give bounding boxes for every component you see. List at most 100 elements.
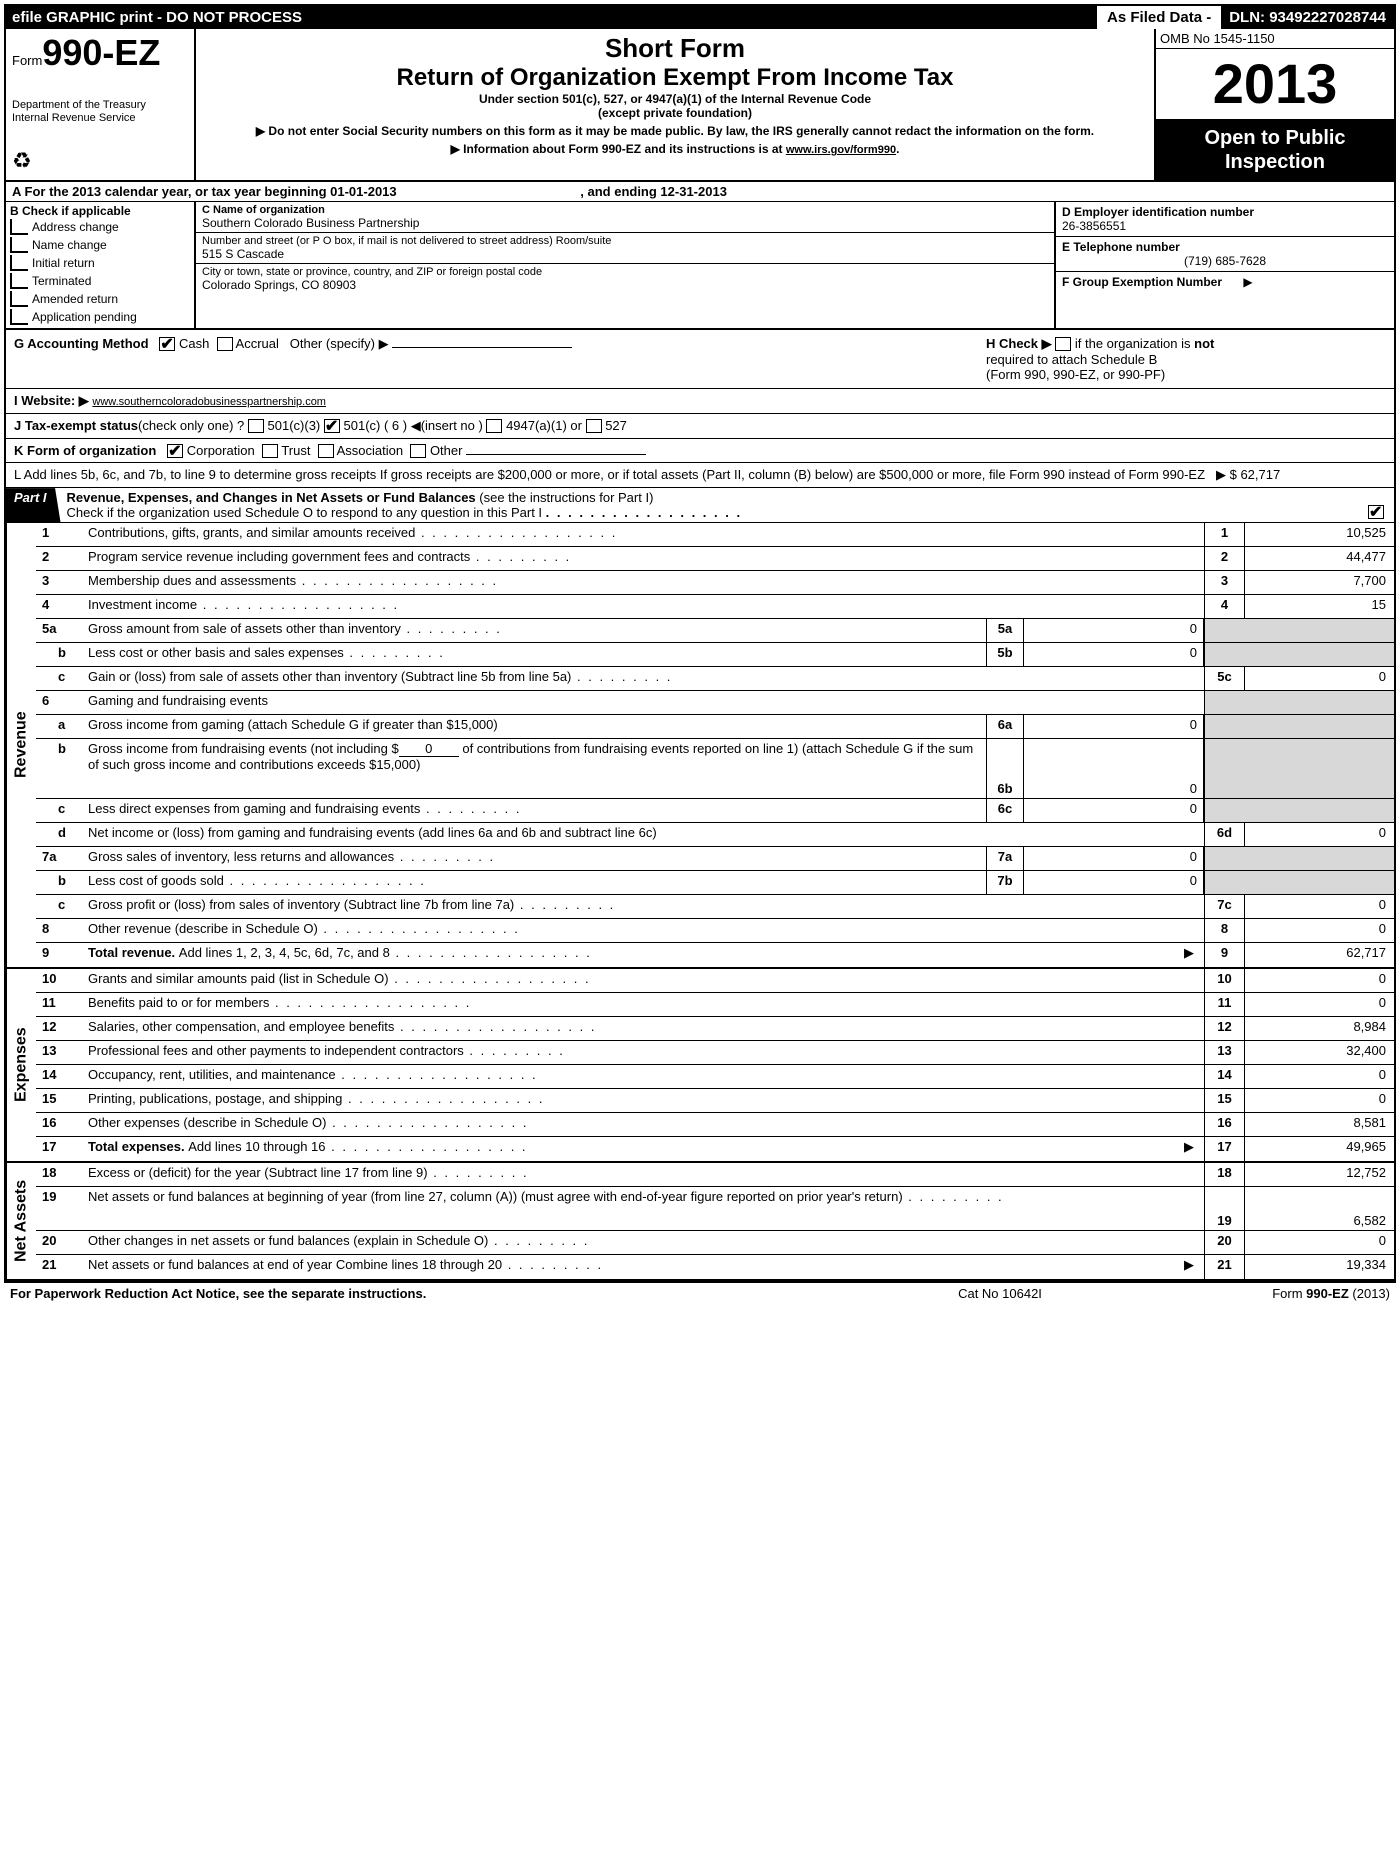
amt-2: 44,477 bbox=[1244, 547, 1394, 570]
check-amended[interactable] bbox=[10, 291, 28, 307]
check-initial-return[interactable] bbox=[10, 255, 28, 271]
dept-irs: Internal Revenue Service bbox=[12, 112, 188, 125]
check-cash[interactable] bbox=[159, 337, 175, 351]
ssn-warning: ▶ Do not enter Social Security numbers o… bbox=[204, 124, 1146, 138]
amt-12: 8,984 bbox=[1244, 1017, 1394, 1040]
amt-1: 10,525 bbox=[1244, 523, 1394, 546]
phone-value: (719) 685-7628 bbox=[1062, 254, 1388, 268]
org-website-link[interactable]: www.southerncoloradobusinesspartnership.… bbox=[92, 396, 326, 408]
group-exemption-arrow: ▶ bbox=[1243, 275, 1252, 289]
form-container: efile GRAPHIC print - DO NOT PROCESS As … bbox=[4, 4, 1396, 1283]
amt-3: 7,700 bbox=[1244, 571, 1394, 594]
amt-11: 0 bbox=[1244, 993, 1394, 1016]
amt-6a: 0 bbox=[1024, 715, 1204, 738]
label-street: Number and street (or P O box, if mail i… bbox=[202, 235, 1048, 247]
ein-value: 26-3856551 bbox=[1062, 219, 1388, 233]
revenue-section: Revenue 1Contributions, gifts, grants, a… bbox=[6, 523, 1394, 969]
amt-10: 0 bbox=[1244, 969, 1394, 992]
open-public-badge: Open to Public Inspection bbox=[1156, 120, 1394, 180]
form-header: Form990-EZ ♻ Department of the Treasury … bbox=[6, 29, 1394, 182]
amt-7a: 0 bbox=[1024, 847, 1204, 870]
check-accrual[interactable] bbox=[217, 337, 233, 351]
line-g: G Accounting Method Cash Accrual Other (… bbox=[14, 336, 986, 382]
revenue-side-label: Revenue bbox=[6, 523, 36, 967]
cat-no: Cat No 10642I bbox=[850, 1286, 1150, 1301]
label-phone: E Telephone number bbox=[1062, 240, 1388, 254]
label-ein: D Employer identification number bbox=[1062, 205, 1388, 219]
check-schedule-b[interactable] bbox=[1055, 337, 1071, 351]
topbar-mid: As Filed Data - bbox=[1097, 6, 1221, 29]
amt-4: 15 bbox=[1244, 595, 1394, 618]
return-title: Return of Organization Exempt From Incom… bbox=[204, 64, 1146, 92]
check-corporation[interactable] bbox=[167, 444, 183, 458]
check-4947[interactable] bbox=[486, 419, 502, 433]
box-b-title: B Check if applicable bbox=[10, 204, 194, 218]
check-name-change[interactable] bbox=[10, 237, 28, 253]
irs-link[interactable]: www.irs.gov/form990 bbox=[786, 144, 896, 156]
form-footer: For Paperwork Reduction Act Notice, see … bbox=[4, 1283, 1396, 1301]
other-org-input[interactable] bbox=[466, 454, 646, 455]
efile-topbar: efile GRAPHIC print - DO NOT PROCESS As … bbox=[6, 6, 1394, 29]
form-number: 990-EZ bbox=[42, 32, 160, 73]
gross-receipts-amount: ▶ $ 62,717 bbox=[1206, 467, 1386, 483]
check-501c3[interactable] bbox=[248, 419, 264, 433]
check-association[interactable] bbox=[318, 444, 334, 458]
amt-5b: 0 bbox=[1024, 643, 1204, 666]
check-501c[interactable] bbox=[324, 419, 340, 433]
line-j-tax-status: J Tax-exempt status(check only one) ? 50… bbox=[6, 414, 1394, 439]
label-city: City or town, state or province, country… bbox=[202, 266, 1048, 278]
expenses-side-label: Expenses bbox=[6, 969, 36, 1161]
net-asset-lines: 18Excess or (deficit) for the year (Subt… bbox=[36, 1163, 1394, 1279]
header-right: OMB No 1545-1150 2013 Open to Public Ins… bbox=[1154, 29, 1394, 180]
amt-6c: 0 bbox=[1024, 799, 1204, 822]
short-form-label: Short Form bbox=[204, 33, 1146, 64]
topbar-dln: DLN: 93492227028744 bbox=[1221, 6, 1394, 29]
check-527[interactable] bbox=[586, 419, 602, 433]
amt-17: 49,965 bbox=[1244, 1137, 1394, 1161]
revenue-lines: 1Contributions, gifts, grants, and simil… bbox=[36, 523, 1394, 967]
expense-lines: 10Grants and similar amounts paid (list … bbox=[36, 969, 1394, 1161]
org-street: 515 S Cascade bbox=[202, 247, 1048, 261]
check-other-org[interactable] bbox=[410, 444, 426, 458]
amt-21: 19,334 bbox=[1244, 1255, 1394, 1279]
expenses-section: Expenses 10Grants and similar amounts pa… bbox=[6, 969, 1394, 1163]
check-address-change[interactable] bbox=[10, 219, 28, 235]
amt-7b: 0 bbox=[1024, 871, 1204, 894]
net-assets-section: Net Assets 18Excess or (deficit) for the… bbox=[6, 1163, 1394, 1281]
info-link-line: ▶ Information about Form 990-EZ and its … bbox=[204, 142, 1146, 156]
amt-16: 8,581 bbox=[1244, 1113, 1394, 1136]
label-group-exemption: F Group Exemption Number bbox=[1062, 275, 1222, 289]
amt-20: 0 bbox=[1244, 1231, 1394, 1254]
amt-8: 0 bbox=[1244, 919, 1394, 942]
check-trust[interactable] bbox=[262, 444, 278, 458]
line-l-gross-receipts: L Add lines 5b, 6c, and 7b, to line 9 to… bbox=[6, 463, 1394, 488]
check-terminated[interactable] bbox=[10, 273, 28, 289]
amt-6d: 0 bbox=[1244, 823, 1394, 846]
box-b-checks: B Check if applicable Address change Nam… bbox=[6, 202, 196, 328]
amt-6b: 0 bbox=[1024, 739, 1204, 798]
amt-18: 12,752 bbox=[1244, 1163, 1394, 1186]
header-form-id: Form990-EZ ♻ Department of the Treasury … bbox=[6, 29, 196, 180]
line-k-org-form: K Form of organization Corporation Trust… bbox=[6, 439, 1394, 464]
entity-info-grid: B Check if applicable Address change Nam… bbox=[6, 202, 1394, 330]
amt-19: 6,582 bbox=[1244, 1187, 1394, 1230]
line-a-tax-year: A For the 2013 calendar year, or tax yea… bbox=[6, 182, 1394, 202]
check-application-pending[interactable] bbox=[10, 309, 28, 325]
part-i-tag: Part I bbox=[6, 488, 61, 522]
line-h: H Check ▶ if the organization is not req… bbox=[986, 336, 1386, 382]
header-title-block: Short Form Return of Organization Exempt… bbox=[196, 29, 1154, 180]
tax-year: 2013 bbox=[1156, 49, 1394, 120]
amt-9: 62,717 bbox=[1244, 943, 1394, 967]
label-org-name: C Name of organization bbox=[202, 204, 1048, 216]
amt-13: 32,400 bbox=[1244, 1041, 1394, 1064]
part-i-title: Revenue, Expenses, and Changes in Net As… bbox=[61, 488, 1394, 522]
form-prefix: Form bbox=[12, 53, 42, 68]
fundraising-contrib-input[interactable]: 0 bbox=[399, 741, 459, 757]
recycle-icon: ♻ bbox=[12, 148, 32, 174]
paperwork-notice: For Paperwork Reduction Act Notice, see … bbox=[10, 1286, 850, 1301]
other-method-input[interactable] bbox=[392, 347, 572, 348]
subtitle-code: Under section 501(c), 527, or 4947(a)(1)… bbox=[204, 92, 1146, 106]
box-c-org: C Name of organization Southern Colorado… bbox=[196, 202, 1054, 328]
check-schedule-o[interactable] bbox=[1368, 505, 1384, 519]
amt-15: 0 bbox=[1244, 1089, 1394, 1112]
